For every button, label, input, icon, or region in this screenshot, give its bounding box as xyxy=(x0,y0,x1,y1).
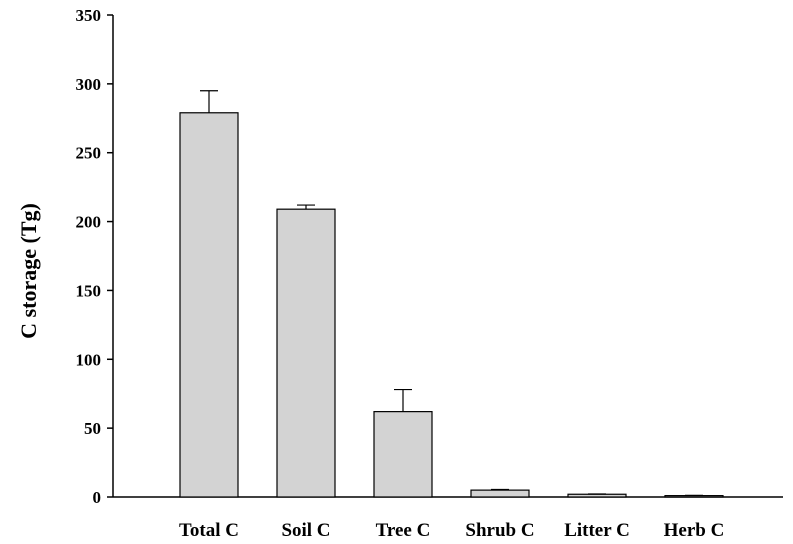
x-tick-label: Total C xyxy=(179,520,239,541)
y-tick-label: 350 xyxy=(76,6,102,25)
bar xyxy=(179,112,239,498)
x-tick-label: Tree C xyxy=(376,520,431,541)
bar xyxy=(276,208,336,498)
bar xyxy=(470,489,530,498)
bar xyxy=(373,411,433,498)
y-tick-label: 0 xyxy=(93,488,102,507)
x-axis: Total C Soil C Tree C Shrub C Litter C Herb C xyxy=(113,496,783,541)
bars xyxy=(179,112,724,498)
y-tick-label: 50 xyxy=(84,419,101,438)
y-tick-label: 150 xyxy=(76,281,102,300)
y-axis-title: C storage (Tg) xyxy=(16,203,41,339)
x-tick-label: Shrub C xyxy=(465,520,534,541)
y-tick-label: 200 xyxy=(76,213,102,232)
y-tick-label: 250 xyxy=(76,144,102,163)
x-tick-label: Soil C xyxy=(281,520,330,541)
x-tick-label: Litter C xyxy=(564,520,630,541)
error-bars xyxy=(200,90,703,496)
x-tick-label: Herb C xyxy=(664,520,725,541)
y-tick-label: 300 xyxy=(76,75,102,94)
y-axis: 0 50 100 150 200 250 300 350 xyxy=(76,6,114,507)
y-tick-label: 100 xyxy=(76,350,102,369)
bar xyxy=(567,493,627,498)
